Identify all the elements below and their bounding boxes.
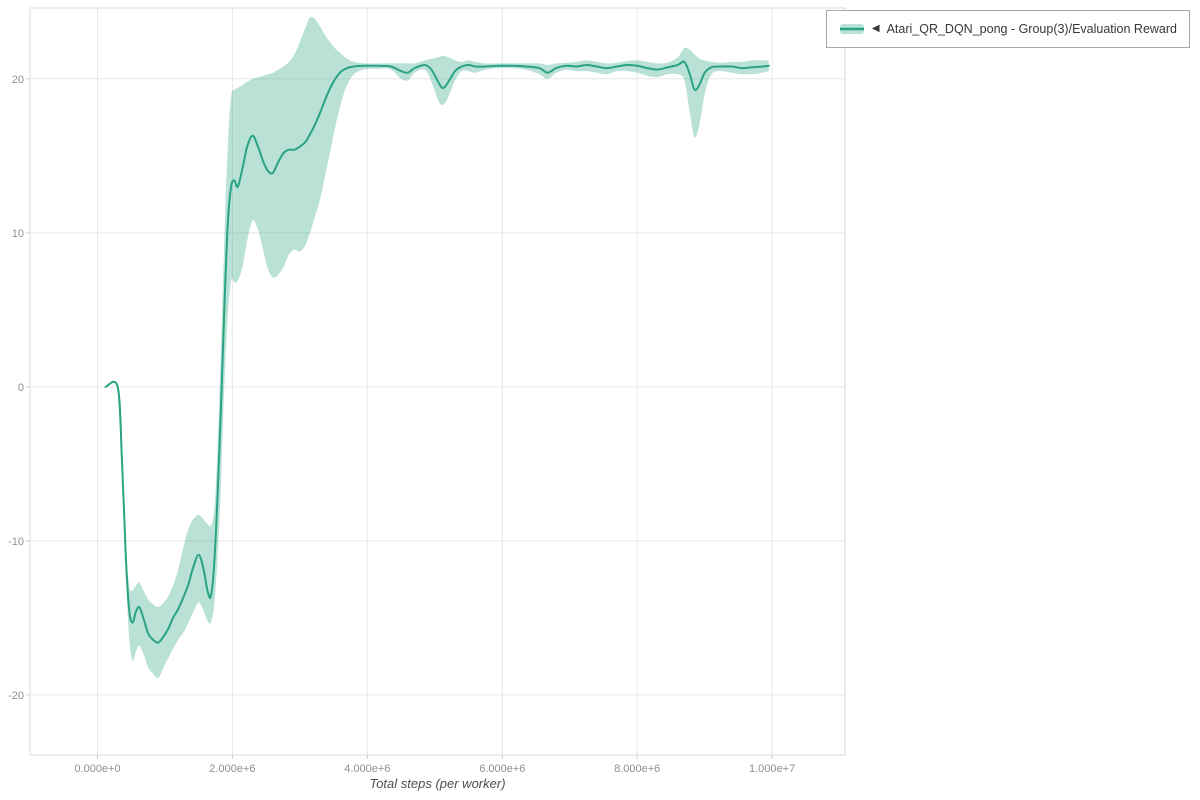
x-tick-label: 2.000e+6 <box>209 763 255 775</box>
confidence-band <box>105 16 769 679</box>
y-tick-label: 0 <box>18 382 24 394</box>
x-tick-label: 6.000e+6 <box>479 763 525 775</box>
legend-series-label[interactable]: Atari_QR_DQN_pong - Group(3)/Evaluation … <box>886 22 1177 36</box>
y-tick-label: 20 <box>12 74 24 86</box>
y-tick-label: -10 <box>8 536 24 548</box>
legend: ◀ Atari_QR_DQN_pong - Group(3)/Evaluatio… <box>825 10 1190 48</box>
x-tick-label: 1.000e+7 <box>749 763 795 775</box>
y-tick-label: 10 <box>12 228 24 240</box>
x-axis-title: Total steps (per worker) <box>369 776 506 791</box>
x-tick-label: 0.000e+0 <box>74 763 120 775</box>
y-tick-label: -20 <box>8 690 24 702</box>
legend-collapse-icon[interactable]: ◀ <box>871 23 880 34</box>
legend-series-glyph <box>839 24 864 34</box>
mean-line <box>104 60 770 644</box>
x-tick-label: 4.000e+6 <box>344 763 390 775</box>
x-tick-label: 8.000e+6 <box>614 763 660 775</box>
plot-border <box>29 7 846 756</box>
